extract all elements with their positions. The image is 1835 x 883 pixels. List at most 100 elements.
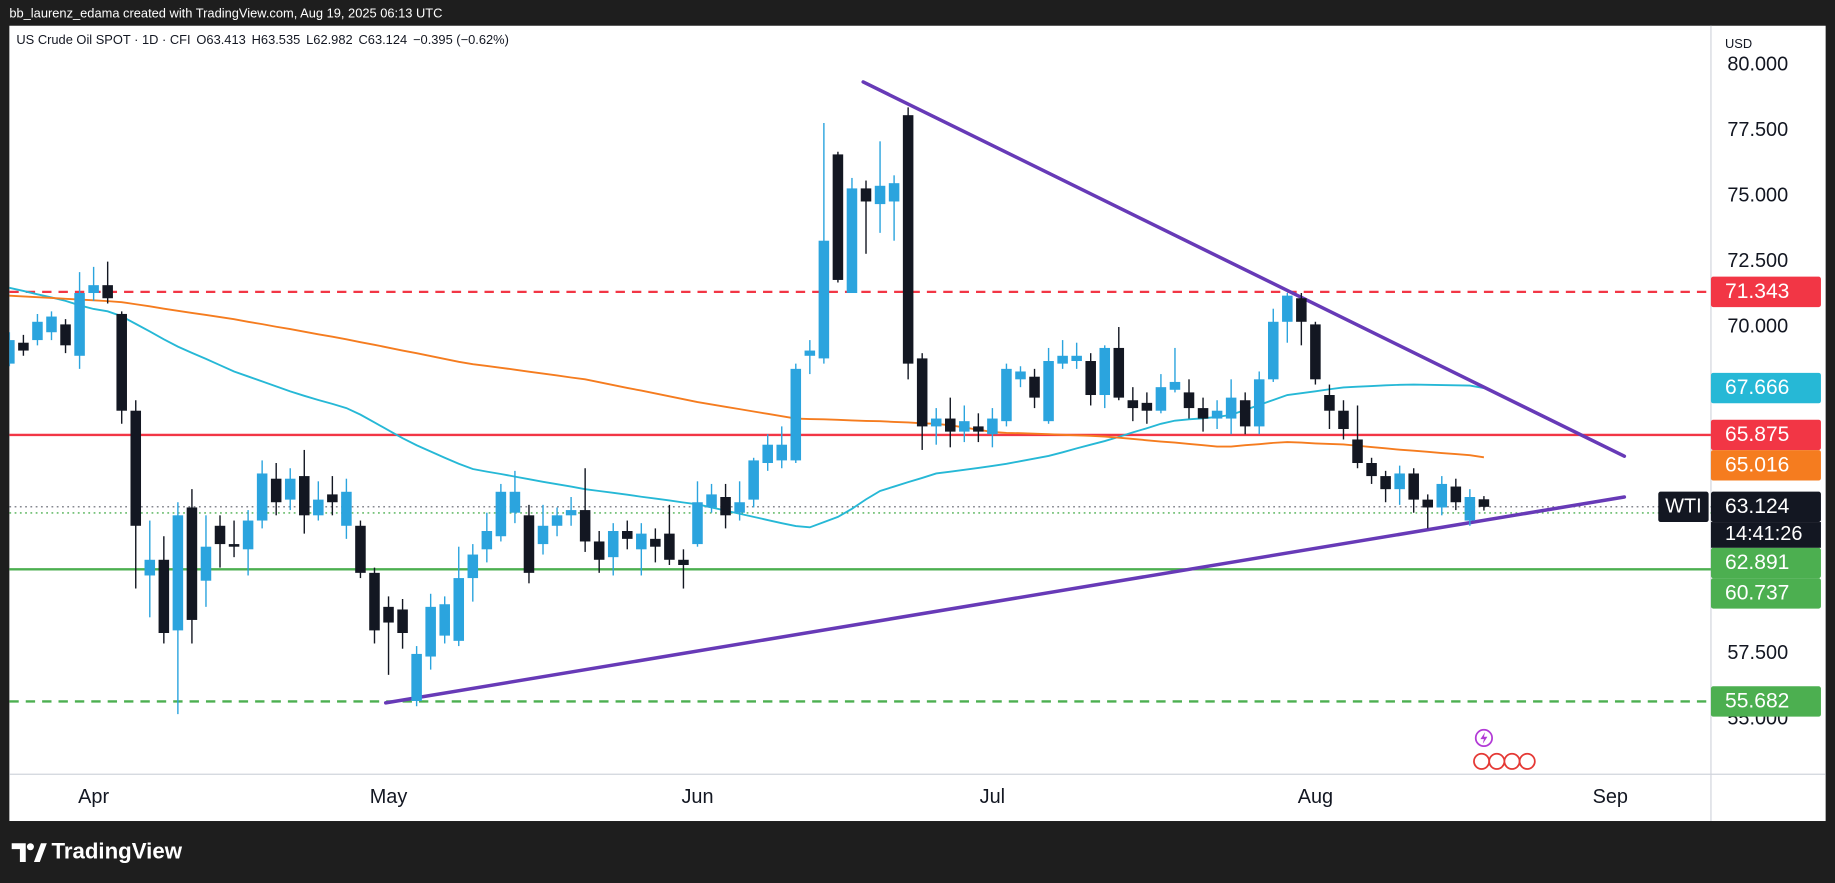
candle-body [1253,379,1265,427]
candle-body [846,188,858,294]
candle-body [692,502,703,545]
candle-body [1296,298,1307,322]
legend-ohlc-letter: C [359,32,368,47]
candle-body [607,531,619,558]
candle-body [9,340,15,364]
trendline [861,80,1627,458]
legend-ohlc-letter: L [306,32,313,47]
candle-body [341,491,352,526]
candle-body [678,559,689,566]
logo-mark [11,843,26,862]
candle-body [1366,463,1377,477]
candle-body [425,606,436,657]
candle-body [790,368,802,461]
price-label: 55.682 [1725,690,1789,713]
candle-body [1099,347,1111,396]
candle-body [1071,355,1082,362]
x-tick-label: Sep [1593,786,1628,808]
price-label: 65.016 [1725,453,1789,476]
candle-body [158,559,170,634]
y-tick-label: 80.000 [1727,54,1788,76]
candle-body [228,544,240,547]
candle-body [1085,361,1096,396]
candle-body [551,515,563,526]
price-label: 63.124 [1725,495,1790,518]
candle-body [1408,473,1419,500]
candle-body [593,541,605,560]
candle-body [439,604,450,636]
candle-body [172,515,184,631]
candle-body [1141,402,1153,411]
countdown: 14:41:26 [1725,523,1802,545]
candle-body [453,578,465,641]
candle-body [1239,400,1251,427]
candle-body [1057,355,1068,364]
candle-body [1225,397,1237,419]
brand-logo [11,843,47,862]
candle-body [720,497,731,516]
candle-body [636,533,647,550]
candle-body [284,478,296,500]
candle-body [1015,371,1026,380]
candle-body [467,554,479,579]
x-tick-label: Jul [980,786,1005,808]
price-label-box [1710,419,1821,451]
candle-body [804,350,816,356]
price-label: 60.737 [1725,582,1789,605]
candle-body [537,525,549,545]
axes: 55.00057.50070.00072.50075.00077.50080.0… [78,54,1821,808]
candle-body [102,285,113,299]
candle-body [46,316,57,333]
price-label-box [1710,450,1821,481]
symbol-tag-box [1658,491,1709,523]
countdown-box [1710,522,1821,548]
candle-body [1310,324,1321,380]
candle-body [369,572,380,631]
candle-body [299,476,310,516]
candle-body [327,494,338,503]
plot-area [9,80,1711,715]
legend-ohlc-letter: O [196,32,206,47]
candle-body [509,491,521,513]
price-label-box [1710,276,1821,308]
candle-body [1197,408,1209,419]
candle-body [776,444,788,461]
price-label-box [1710,372,1821,404]
candle-body [818,240,830,359]
event-icon [1518,752,1536,770]
y-tick-label: 57.500 [1727,642,1788,664]
event-icon [1473,752,1491,770]
price-label-box [1710,578,1821,609]
candle-body [1478,499,1490,507]
currency: USD [1725,36,1752,51]
price-label: 65.875 [1725,423,1789,446]
candle-body [256,473,268,521]
candle-body [144,559,156,576]
candle-body [916,358,928,427]
y-tick-label: 77.500 [1727,119,1788,141]
trendline [383,495,1627,705]
legend-symbol: US Crude Oil SPOT · 1D · CFI [16,32,190,47]
candle-body [397,609,408,634]
candle-body [1183,392,1195,409]
candle-body [1450,486,1462,503]
y-tick-label: 70.000 [1727,315,1788,337]
candle-body [186,507,198,620]
candle-body [1282,295,1293,322]
price-label-box [1710,686,1821,717]
candle-body [1043,361,1054,422]
candle-body [383,606,394,623]
candle-body [74,293,85,356]
x-tick-label: Aug [1298,786,1333,808]
candle-body [242,520,254,550]
candle-body [1352,439,1363,464]
candle-body [832,154,844,280]
logo-mark [33,843,47,862]
candle-body [60,324,71,346]
candle-body [355,525,366,573]
candle-body [523,515,535,573]
candle-body [902,115,914,364]
price-label: 71.343 [1725,280,1789,303]
legend-ohlc-value: 63.124 [368,32,407,47]
